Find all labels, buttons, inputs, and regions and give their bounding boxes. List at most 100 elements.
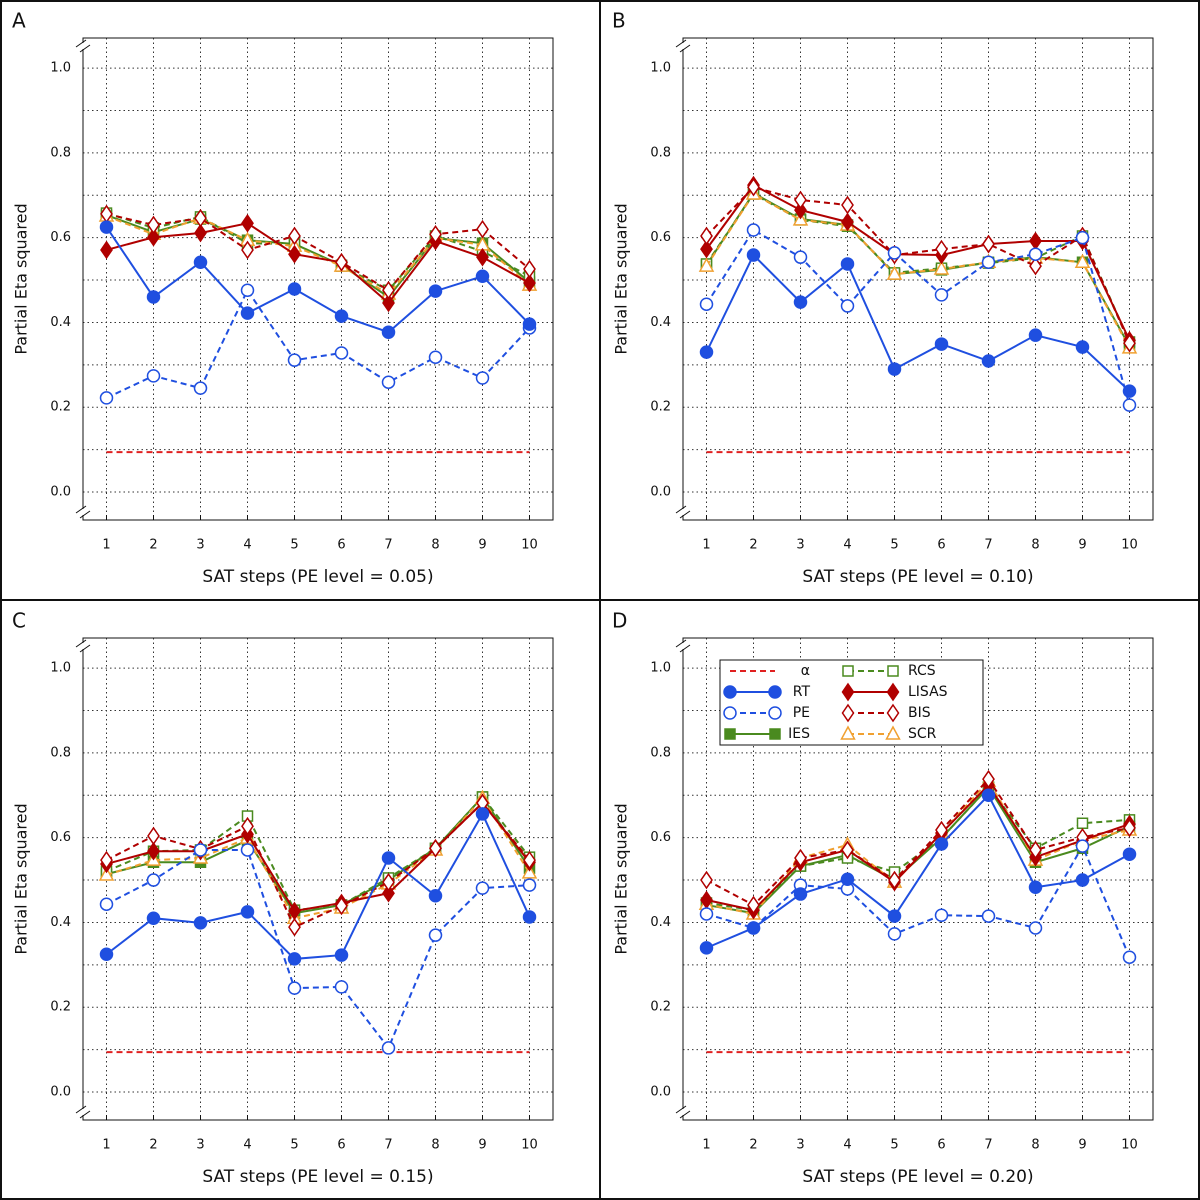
marker bbox=[887, 362, 902, 376]
marker bbox=[887, 927, 902, 941]
marker bbox=[1075, 873, 1090, 887]
y-tick-label: 0.0 bbox=[650, 485, 671, 500]
x-tick-label: 4 bbox=[843, 538, 851, 553]
marker bbox=[522, 910, 537, 924]
marker bbox=[334, 948, 349, 962]
marker bbox=[793, 250, 808, 264]
marker bbox=[147, 826, 160, 846]
y-tick-label: 0.6 bbox=[50, 830, 71, 845]
marker bbox=[381, 1041, 396, 1055]
x-tick-label: 8 bbox=[431, 538, 439, 553]
marker bbox=[793, 295, 808, 309]
marker bbox=[1122, 847, 1137, 861]
marker bbox=[475, 807, 490, 821]
x-tick-label: 3 bbox=[196, 1138, 204, 1153]
x-axis-label: SAT steps (PE level = 0.10) bbox=[802, 567, 1033, 587]
legend: α RT PE IES RCS LISAS BIS SCR bbox=[719, 659, 984, 746]
marker bbox=[429, 224, 442, 244]
marker bbox=[335, 896, 348, 916]
marker bbox=[147, 215, 160, 235]
axis-break bbox=[675, 1105, 691, 1119]
marker bbox=[381, 325, 396, 339]
marker bbox=[382, 883, 395, 903]
axis-break-gap bbox=[77, 43, 89, 49]
marker bbox=[841, 840, 854, 860]
y-tick-label: 0.6 bbox=[650, 830, 671, 845]
series-line bbox=[105, 226, 531, 334]
marker bbox=[841, 195, 854, 215]
marker bbox=[523, 850, 536, 870]
marker bbox=[99, 391, 114, 405]
legend-label: SCR bbox=[908, 726, 937, 742]
y-tick-label: 0.8 bbox=[650, 745, 671, 760]
marker bbox=[769, 728, 781, 740]
marker bbox=[1123, 818, 1136, 838]
marker bbox=[982, 234, 995, 254]
y-tick-label: 0.8 bbox=[50, 145, 71, 160]
marker bbox=[699, 907, 714, 921]
x-tick-label: 6 bbox=[337, 1138, 345, 1153]
x-tick-label: 5 bbox=[890, 1138, 898, 1153]
marker bbox=[334, 346, 349, 360]
series-line bbox=[705, 186, 1131, 344]
x-tick-label: 10 bbox=[521, 1138, 538, 1153]
marker bbox=[1075, 340, 1090, 354]
marker bbox=[842, 665, 854, 677]
marker bbox=[1028, 880, 1043, 895]
marker bbox=[1029, 256, 1042, 276]
marker bbox=[523, 273, 536, 293]
marker bbox=[887, 665, 899, 677]
x-tick-label: 5 bbox=[890, 538, 898, 553]
axis-break-gap bbox=[677, 643, 689, 649]
axis-break bbox=[75, 505, 91, 519]
y-tick-label: 0.0 bbox=[50, 1085, 71, 1100]
y-tick-label: 0.2 bbox=[650, 1000, 671, 1015]
marker bbox=[840, 299, 855, 313]
marker bbox=[240, 283, 255, 297]
series-line bbox=[706, 785, 1130, 915]
marker bbox=[768, 706, 782, 720]
marker bbox=[241, 240, 254, 260]
panel-label: A bbox=[12, 9, 26, 33]
x-tick-label: 6 bbox=[937, 1138, 945, 1153]
axis-break-gap bbox=[77, 509, 89, 515]
marker bbox=[1122, 384, 1137, 398]
marker bbox=[193, 381, 208, 395]
marker bbox=[335, 252, 348, 272]
series-line bbox=[706, 777, 1130, 907]
panel: B Partial Eta squared SAT steps (PE level … bbox=[612, 9, 1154, 587]
marker bbox=[934, 837, 949, 851]
marker bbox=[475, 881, 490, 895]
marker bbox=[982, 769, 995, 789]
axis-break bbox=[75, 39, 91, 53]
series-line bbox=[705, 183, 1131, 341]
x-tick-label: 4 bbox=[843, 1138, 851, 1153]
marker bbox=[147, 227, 160, 247]
marker bbox=[981, 909, 996, 923]
panel-label: D bbox=[612, 609, 627, 633]
x-tick-label: 5 bbox=[290, 538, 298, 553]
y-tick-label: 0.6 bbox=[50, 230, 71, 245]
y-tick-label: 0.8 bbox=[50, 745, 71, 760]
x-tick-label: 8 bbox=[1031, 1138, 1039, 1153]
series-line bbox=[706, 843, 1131, 958]
marker bbox=[99, 947, 114, 961]
x-tick-label: 9 bbox=[1078, 538, 1086, 553]
marker bbox=[381, 851, 396, 865]
x-tick-label: 1 bbox=[702, 1138, 710, 1153]
marker bbox=[887, 909, 902, 923]
x-tick-label: 8 bbox=[1031, 538, 1039, 553]
x-tick-label: 9 bbox=[478, 538, 486, 553]
marker bbox=[700, 870, 713, 890]
legend-label: LISAS bbox=[908, 684, 948, 700]
y-tick-label: 0.4 bbox=[50, 315, 71, 330]
marker bbox=[723, 706, 737, 720]
x-tick-label: 10 bbox=[1121, 1138, 1138, 1153]
plot-frame bbox=[82, 37, 554, 521]
marker bbox=[334, 980, 349, 994]
x-tick-label: 4 bbox=[243, 1138, 251, 1153]
marker bbox=[381, 375, 396, 389]
axis-break bbox=[675, 505, 691, 519]
marker bbox=[428, 928, 443, 942]
